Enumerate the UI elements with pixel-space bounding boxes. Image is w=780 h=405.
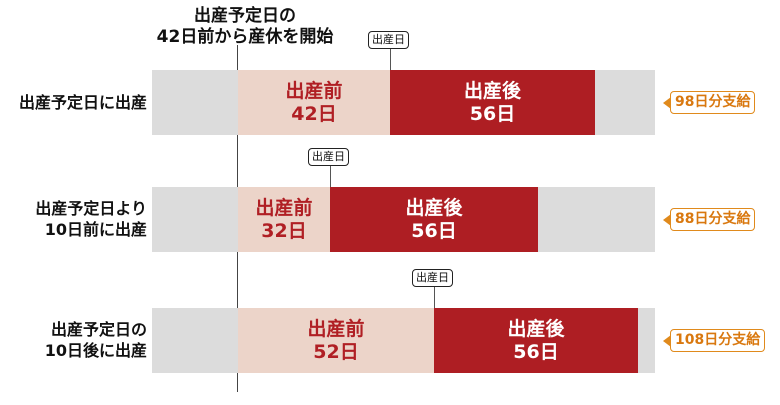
post-days: 56日 [469, 102, 516, 125]
row-label-text: 出産予定日の [50, 320, 147, 339]
birth-tick-2 [330, 165, 331, 187]
pre-birth-segment-1: 出産前 42日 [238, 70, 390, 135]
payment-badge-3: 108日分支給 [670, 329, 766, 352]
birth-tick-3 [434, 286, 435, 308]
pre-label: 出産前 [307, 317, 365, 340]
pre-label: 出産前 [255, 196, 313, 219]
diagram-title: 出産予定日の 42日前から産休を開始 [130, 6, 360, 48]
row-label-3: 出産予定日の 10日後に出産 [2, 319, 147, 361]
arrow-left-icon [663, 97, 671, 109]
row-label-text: 出産予定日より [35, 199, 147, 218]
birth-tick-1 [390, 48, 391, 70]
post-label: 出産後 [405, 196, 463, 219]
pre-days: 42日 [291, 102, 337, 125]
post-days: 56日 [513, 340, 559, 363]
row-label-1: 出産予定日に出産 [2, 92, 147, 113]
pre-birth-segment-3: 出産前 52日 [238, 308, 434, 373]
row-label-text: 出産予定日に出産 [18, 93, 147, 112]
payment-badge-1: 98日分支給 [670, 91, 756, 114]
pre-days: 32日 [261, 219, 307, 242]
post-birth-segment-2: 出産後 56日 [330, 187, 538, 252]
arrow-left-icon [663, 214, 671, 226]
birth-tag-2: 出産日 [308, 148, 349, 166]
post-label: 出産後 [507, 317, 565, 340]
post-days: 56日 [411, 219, 457, 242]
pre-birth-segment-2: 出産前 32日 [238, 187, 330, 252]
post-label: 出産後 [463, 79, 521, 102]
payment-badge-2: 88日分支給 [670, 208, 756, 231]
row-label-text: 10日後に出産 [44, 341, 147, 360]
arrow-left-icon [663, 335, 671, 347]
pre-label: 出産前 [285, 79, 343, 102]
pre-days: 52日 [313, 340, 359, 363]
row-label-2: 出産予定日より 10日前に出産 [2, 198, 147, 240]
birth-tag-1: 出産日 [368, 31, 409, 49]
post-birth-segment-3: 出産後 56日 [434, 308, 638, 373]
title-line1: 出産予定日の [194, 6, 296, 26]
row-label-text: 10日前に出産 [44, 220, 147, 239]
title-line2: 42日前から産休を開始 [156, 27, 334, 47]
post-birth-segment-1: 出産後 56日 [390, 70, 595, 135]
birth-tag-3: 出産日 [412, 269, 453, 287]
